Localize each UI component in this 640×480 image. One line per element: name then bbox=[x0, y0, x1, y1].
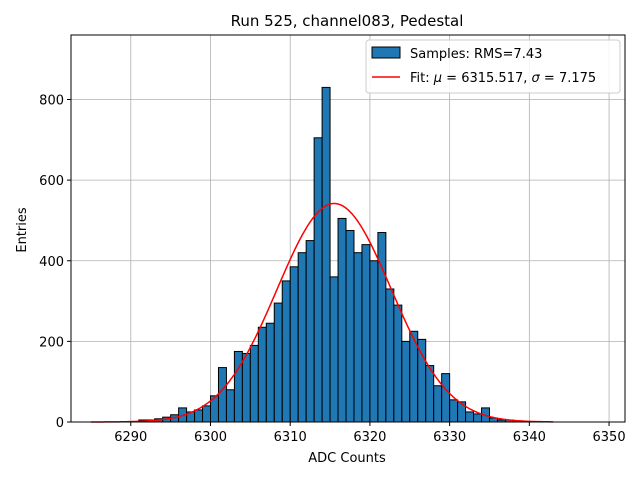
y-tick-label: 600 bbox=[39, 174, 64, 189]
y-tick-label: 0 bbox=[56, 416, 64, 431]
histogram-bar bbox=[465, 411, 475, 423]
histogram-bar bbox=[233, 350, 243, 423]
fit-curve bbox=[90, 202, 554, 423]
fit-sigma-symbol: σ bbox=[532, 71, 541, 86]
histogram-bar bbox=[385, 288, 395, 423]
histogram-bar bbox=[241, 352, 251, 423]
fit-sigma-eq: = bbox=[540, 71, 559, 86]
x-tick-label: 6320 bbox=[353, 430, 386, 445]
x-tick-label: 6330 bbox=[433, 430, 466, 445]
x-tick-label: 6300 bbox=[194, 430, 227, 445]
histogram-bar bbox=[257, 326, 267, 423]
histogram-bar bbox=[393, 304, 403, 423]
histogram-bar bbox=[417, 338, 427, 423]
x-tick-label: 6340 bbox=[513, 430, 546, 445]
histogram-bar bbox=[202, 405, 211, 423]
legend-box bbox=[365, 39, 621, 94]
histogram-bar bbox=[433, 385, 443, 423]
histogram-bar bbox=[345, 230, 355, 423]
legend-swatch-samples bbox=[371, 46, 401, 59]
histogram-bar bbox=[225, 389, 235, 423]
histogram-bar bbox=[353, 252, 363, 423]
histogram-bar bbox=[265, 322, 275, 423]
plot-frame bbox=[70, 34, 626, 423]
histogram-bar bbox=[194, 409, 204, 423]
y-tick-label: 400 bbox=[39, 255, 64, 270]
histogram-bar bbox=[449, 399, 459, 423]
x-tick-label: 6350 bbox=[593, 430, 626, 445]
y-tick-label: 800 bbox=[39, 94, 64, 109]
histogram-bar bbox=[297, 252, 307, 423]
histogram-bar bbox=[289, 266, 299, 423]
histogram-bar bbox=[473, 413, 483, 423]
x-axis-ticks: 6290 6300 6310 6320 6330 6340 6350 bbox=[114, 422, 626, 445]
y-tick-label: 200 bbox=[39, 335, 64, 350]
legend-label-samples: Samples: RMS=7.43 bbox=[410, 47, 542, 62]
histogram-bar bbox=[361, 244, 371, 423]
x-tick-label: 6290 bbox=[114, 430, 147, 445]
y-axis-ticks: 0 200 400 600 800 bbox=[39, 94, 71, 431]
histogram-bar bbox=[313, 137, 323, 423]
histogram-bar bbox=[273, 302, 283, 423]
histogram-bar bbox=[281, 280, 291, 423]
chart-title: Run 525, channel083, Pedestal bbox=[231, 12, 464, 30]
histogram-bar bbox=[321, 86, 331, 423]
x-axis-label: ADC Counts bbox=[308, 451, 386, 466]
x-tick-label: 6310 bbox=[274, 430, 307, 445]
fit-mu-eq: = bbox=[442, 71, 461, 86]
legend-label-fit: Fit: μ = 6315.517, σ = 7.175 bbox=[410, 71, 596, 86]
fit-sigma-value: 7.175 bbox=[559, 71, 596, 86]
fit-sep: , bbox=[523, 71, 531, 86]
histogram-bar bbox=[369, 260, 379, 423]
histogram-bar bbox=[337, 217, 347, 423]
histogram-bar bbox=[425, 365, 435, 423]
fit-mu-value: 6315.517 bbox=[461, 71, 523, 86]
histogram-bar bbox=[305, 240, 315, 423]
histogram-bars bbox=[138, 86, 522, 423]
histogram-bar bbox=[249, 344, 259, 423]
fit-label-prefix: Fit: bbox=[410, 71, 434, 86]
legend: Samples: RMS=7.43 Fit: μ = 6315.517, σ =… bbox=[365, 39, 621, 94]
histogram-bar bbox=[217, 367, 227, 423]
histogram-bar bbox=[401, 340, 411, 423]
fit-mu-symbol: μ bbox=[433, 71, 442, 86]
histogram-bar bbox=[441, 373, 451, 423]
y-axis-label: Entries bbox=[15, 207, 30, 253]
histogram-bar bbox=[329, 276, 339, 423]
